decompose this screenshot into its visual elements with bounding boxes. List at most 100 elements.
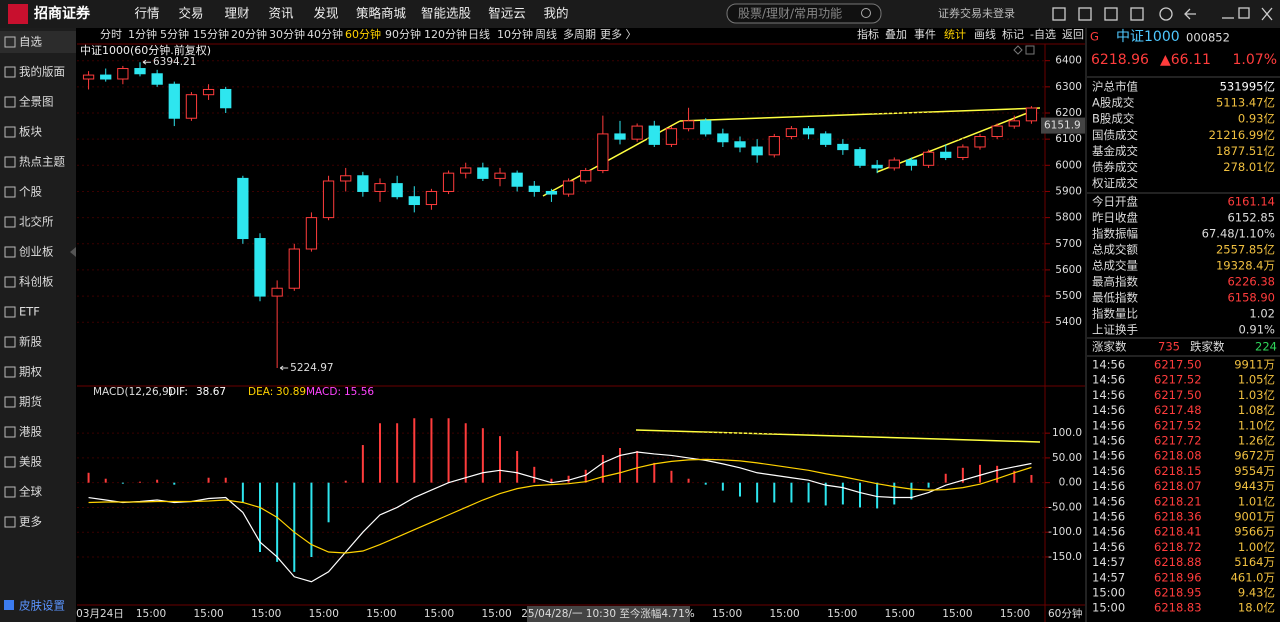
tick-time: 14:56 (1092, 434, 1125, 448)
tool-button[interactable]: 事件 (914, 28, 936, 41)
x-tick-label: 15:00 (424, 608, 454, 620)
quote-label: 债券成交 (1092, 160, 1138, 174)
tick-price: 6218.95 (1154, 586, 1202, 600)
sidebar-item[interactable]: 北交所 (19, 215, 54, 229)
tick-volume: 9554万 (1234, 464, 1275, 478)
sidebar-item[interactable]: 期权 (19, 365, 42, 379)
sidebar-item[interactable]: 自选 (19, 35, 42, 49)
tool-button[interactable]: 返回 (1062, 28, 1084, 41)
tool-button[interactable]: 画线 (974, 27, 996, 41)
stat-value: 6161.14 (1227, 195, 1275, 209)
tick-price: 6218.07 (1154, 479, 1202, 493)
quote-value: 0.93亿 (1238, 112, 1275, 126)
tick-volume: 9001万 (1234, 510, 1275, 524)
cursor-label-bg (527, 606, 690, 622)
sidebar-item[interactable]: 美股 (19, 455, 42, 469)
sidebar-item[interactable]: 全景图 (19, 95, 54, 109)
period-button[interactable]: 分时 (100, 28, 122, 41)
candle-body (357, 175, 369, 192)
quote-change: ▲66.11 (1160, 52, 1211, 68)
period-button[interactable]: 60分钟 (345, 27, 381, 41)
quote-name: 中证1000 (1116, 29, 1180, 45)
y-tick-label: 5800 (1055, 212, 1082, 224)
candle-body (871, 164, 883, 169)
y-tick-label: 6100 (1055, 133, 1082, 145)
tool-button[interactable]: 标记 (1002, 27, 1024, 41)
sidebar-icon (4, 516, 16, 528)
candle-body (374, 183, 386, 192)
tick-time: 15:00 (1092, 586, 1125, 600)
period-button[interactable]: 周线 (535, 27, 557, 41)
tick-price: 6217.72 (1154, 434, 1202, 448)
login-status[interactable]: 证券交易未登录 (938, 6, 1015, 20)
period-button[interactable]: 1分钟 (128, 27, 157, 41)
menu-item[interactable]: 理财 (224, 6, 249, 21)
period-button[interactable]: 日线 (468, 27, 490, 41)
menu-item[interactable]: 资讯 (268, 6, 294, 21)
legend-name: MACD: (306, 386, 341, 398)
period-button[interactable]: 120分钟 (424, 27, 467, 41)
annotation-arrow (142, 59, 151, 65)
quote-label: A股成交 (1092, 96, 1135, 110)
sidebar-item[interactable]: 期货 (19, 395, 42, 409)
tick-volume: 461.0万 (1231, 570, 1275, 584)
menu-item[interactable]: 发现 (313, 6, 338, 21)
sidebar-item[interactable]: 个股 (19, 185, 42, 199)
sidebar-item[interactable]: 板块 (19, 125, 42, 139)
sidebar-item[interactable]: ETF (19, 305, 40, 319)
period-button[interactable]: 10分钟 (497, 27, 533, 41)
period-button[interactable]: 20分钟 (231, 27, 267, 41)
sidebar-item[interactable]: 全球 (19, 485, 42, 499)
period-button[interactable]: 15分钟 (193, 27, 229, 41)
candle-body (100, 74, 112, 80)
breadth-label: 跌家数 (1190, 340, 1225, 354)
menu-item[interactable]: 智远云 (488, 6, 526, 21)
legend-name: DEA: (248, 386, 273, 398)
search-box[interactable] (726, 3, 882, 24)
tick-price: 6218.83 (1154, 601, 1202, 615)
breadth-value: 224 (1255, 340, 1277, 354)
x-tick-label: 15:00 (885, 608, 915, 620)
search-placeholder: 股票/理财/常用功能 (738, 7, 842, 21)
menu-item[interactable]: 交易 (178, 6, 203, 21)
menu-item[interactable]: 行情 (134, 6, 159, 21)
sidebar-toggle[interactable] (70, 247, 76, 257)
period-button[interactable]: 90分钟 (385, 27, 421, 41)
tick-time: 14:56 (1092, 525, 1125, 539)
period-button[interactable]: 30分钟 (269, 27, 305, 41)
candle-body (734, 141, 746, 148)
sidebar-item[interactable]: 更多 (19, 515, 42, 529)
period-button[interactable]: 5分钟 (160, 27, 189, 41)
tick-volume: 1.05亿 (1238, 373, 1275, 387)
tick-time: 14:57 (1092, 555, 1125, 569)
period-button[interactable]: 更多 〉 (600, 27, 637, 41)
window-icons (1052, 7, 1273, 21)
candle-body (237, 177, 249, 240)
candle-body (614, 133, 626, 140)
sidebar-item[interactable]: 港股 (19, 425, 42, 439)
skin-settings[interactable]: 皮肤设置 (19, 599, 65, 613)
period-button[interactable]: 多周期 (563, 27, 596, 41)
menu-item[interactable]: 智能选股 (421, 6, 472, 21)
menu-item[interactable]: 我的 (543, 6, 568, 21)
tool-button[interactable]: -自选 (1030, 28, 1056, 41)
sidebar-item[interactable]: 科创板 (19, 275, 54, 289)
sidebar-item[interactable]: 创业板 (19, 245, 54, 259)
candle-body (751, 146, 763, 156)
chart-title: 中证1000(60分钟.前复权) (80, 43, 211, 57)
tool-button[interactable]: 统计 (944, 28, 966, 41)
tool-button[interactable]: 指标 (857, 27, 879, 41)
sidebar-icon (4, 306, 16, 318)
period-button[interactable]: 40分钟 (307, 27, 343, 41)
menu-item[interactable]: 策略商城 (356, 6, 407, 21)
annotation-arrow (279, 365, 289, 371)
sidebar-item[interactable]: 我的版面 (19, 65, 65, 79)
sidebar-item[interactable]: 热点主题 (19, 155, 65, 169)
sidebar-icon (4, 276, 16, 288)
candle-body (580, 170, 592, 182)
sidebar-item[interactable]: 新股 (19, 335, 42, 349)
legend-value: 15.56 (344, 386, 374, 398)
sidebar-icon (4, 156, 16, 168)
tool-button[interactable]: 叠加 (885, 28, 907, 41)
x-tick-label: 15:00 (193, 608, 223, 620)
